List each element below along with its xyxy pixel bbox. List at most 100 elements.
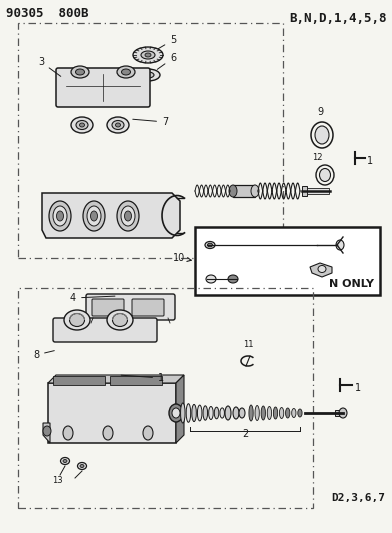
FancyBboxPatch shape [92,299,124,316]
Text: B,N,D,1,4,5,8: B,N,D,1,4,5,8 [290,12,387,25]
Ellipse shape [76,69,85,75]
Ellipse shape [117,201,139,231]
Ellipse shape [339,408,347,418]
Ellipse shape [64,310,90,330]
Text: 2: 2 [242,429,248,439]
Ellipse shape [78,463,87,470]
Ellipse shape [251,185,259,197]
Ellipse shape [116,123,120,127]
Ellipse shape [142,72,154,78]
Ellipse shape [60,457,69,464]
Ellipse shape [192,405,196,422]
Text: 1: 1 [355,383,361,393]
Ellipse shape [143,426,153,440]
Ellipse shape [205,241,215,248]
Ellipse shape [315,126,329,144]
Ellipse shape [267,407,272,419]
Ellipse shape [83,201,105,231]
Ellipse shape [255,406,259,421]
FancyBboxPatch shape [86,294,175,320]
Polygon shape [176,375,184,443]
Ellipse shape [207,243,212,247]
Ellipse shape [136,69,160,81]
Ellipse shape [181,403,185,423]
Ellipse shape [228,275,238,283]
Ellipse shape [122,69,131,75]
Ellipse shape [186,403,191,422]
Ellipse shape [319,168,330,182]
Ellipse shape [63,459,67,463]
Text: 8: 8 [33,350,54,360]
Text: N ONLY: N ONLY [329,279,374,289]
Ellipse shape [233,407,239,419]
Ellipse shape [113,313,127,327]
Text: 4: 4 [70,293,115,303]
Polygon shape [42,193,180,238]
Ellipse shape [63,426,73,440]
Ellipse shape [292,408,296,417]
Bar [302,186,307,196]
Bar [110,376,162,385]
Ellipse shape [298,409,302,417]
Polygon shape [310,263,332,277]
Ellipse shape [239,408,245,418]
Text: 1: 1 [121,373,164,383]
Text: 3: 3 [38,57,61,76]
Text: 6: 6 [157,53,176,69]
Ellipse shape [117,66,135,78]
FancyBboxPatch shape [56,68,150,107]
Ellipse shape [69,313,85,327]
FancyBboxPatch shape [53,318,157,342]
Ellipse shape [209,407,213,419]
Ellipse shape [71,66,89,78]
Text: 10: 10 [173,253,191,263]
Text: 5: 5 [158,35,176,49]
Ellipse shape [87,206,101,226]
Ellipse shape [56,211,64,221]
Text: 7: 7 [133,117,168,127]
Text: 13: 13 [52,476,63,485]
Ellipse shape [107,310,133,330]
Ellipse shape [80,123,85,127]
Ellipse shape [125,211,131,221]
Ellipse shape [172,408,180,418]
Ellipse shape [80,464,84,467]
Ellipse shape [198,405,202,421]
Bar [195,227,380,295]
Text: 90305  800B: 90305 800B [6,7,89,20]
Ellipse shape [249,405,253,421]
Ellipse shape [286,408,290,418]
Ellipse shape [203,406,207,420]
Ellipse shape [206,275,216,283]
Bar [18,23,283,258]
Ellipse shape [43,426,51,436]
Ellipse shape [76,120,88,130]
Bar [307,188,329,194]
Bar [335,410,343,416]
Ellipse shape [71,117,93,133]
Ellipse shape [107,117,129,133]
Ellipse shape [133,47,163,63]
Bar [53,376,105,385]
Ellipse shape [53,206,67,226]
Ellipse shape [112,120,124,130]
Ellipse shape [229,185,237,197]
Ellipse shape [141,51,155,59]
Ellipse shape [214,407,219,419]
Ellipse shape [336,240,344,250]
Ellipse shape [273,407,278,419]
Text: 11: 11 [243,340,253,349]
Bar [18,288,313,508]
FancyBboxPatch shape [132,299,164,316]
Polygon shape [48,375,184,383]
Ellipse shape [103,426,113,440]
Ellipse shape [261,406,265,420]
Ellipse shape [225,406,231,420]
Ellipse shape [169,404,183,422]
Bar [233,185,255,197]
Text: 9: 9 [317,107,323,117]
Text: D2,3,6,7: D2,3,6,7 [331,493,385,503]
Ellipse shape [145,53,151,57]
Ellipse shape [49,201,71,231]
Text: 1: 1 [367,156,373,166]
